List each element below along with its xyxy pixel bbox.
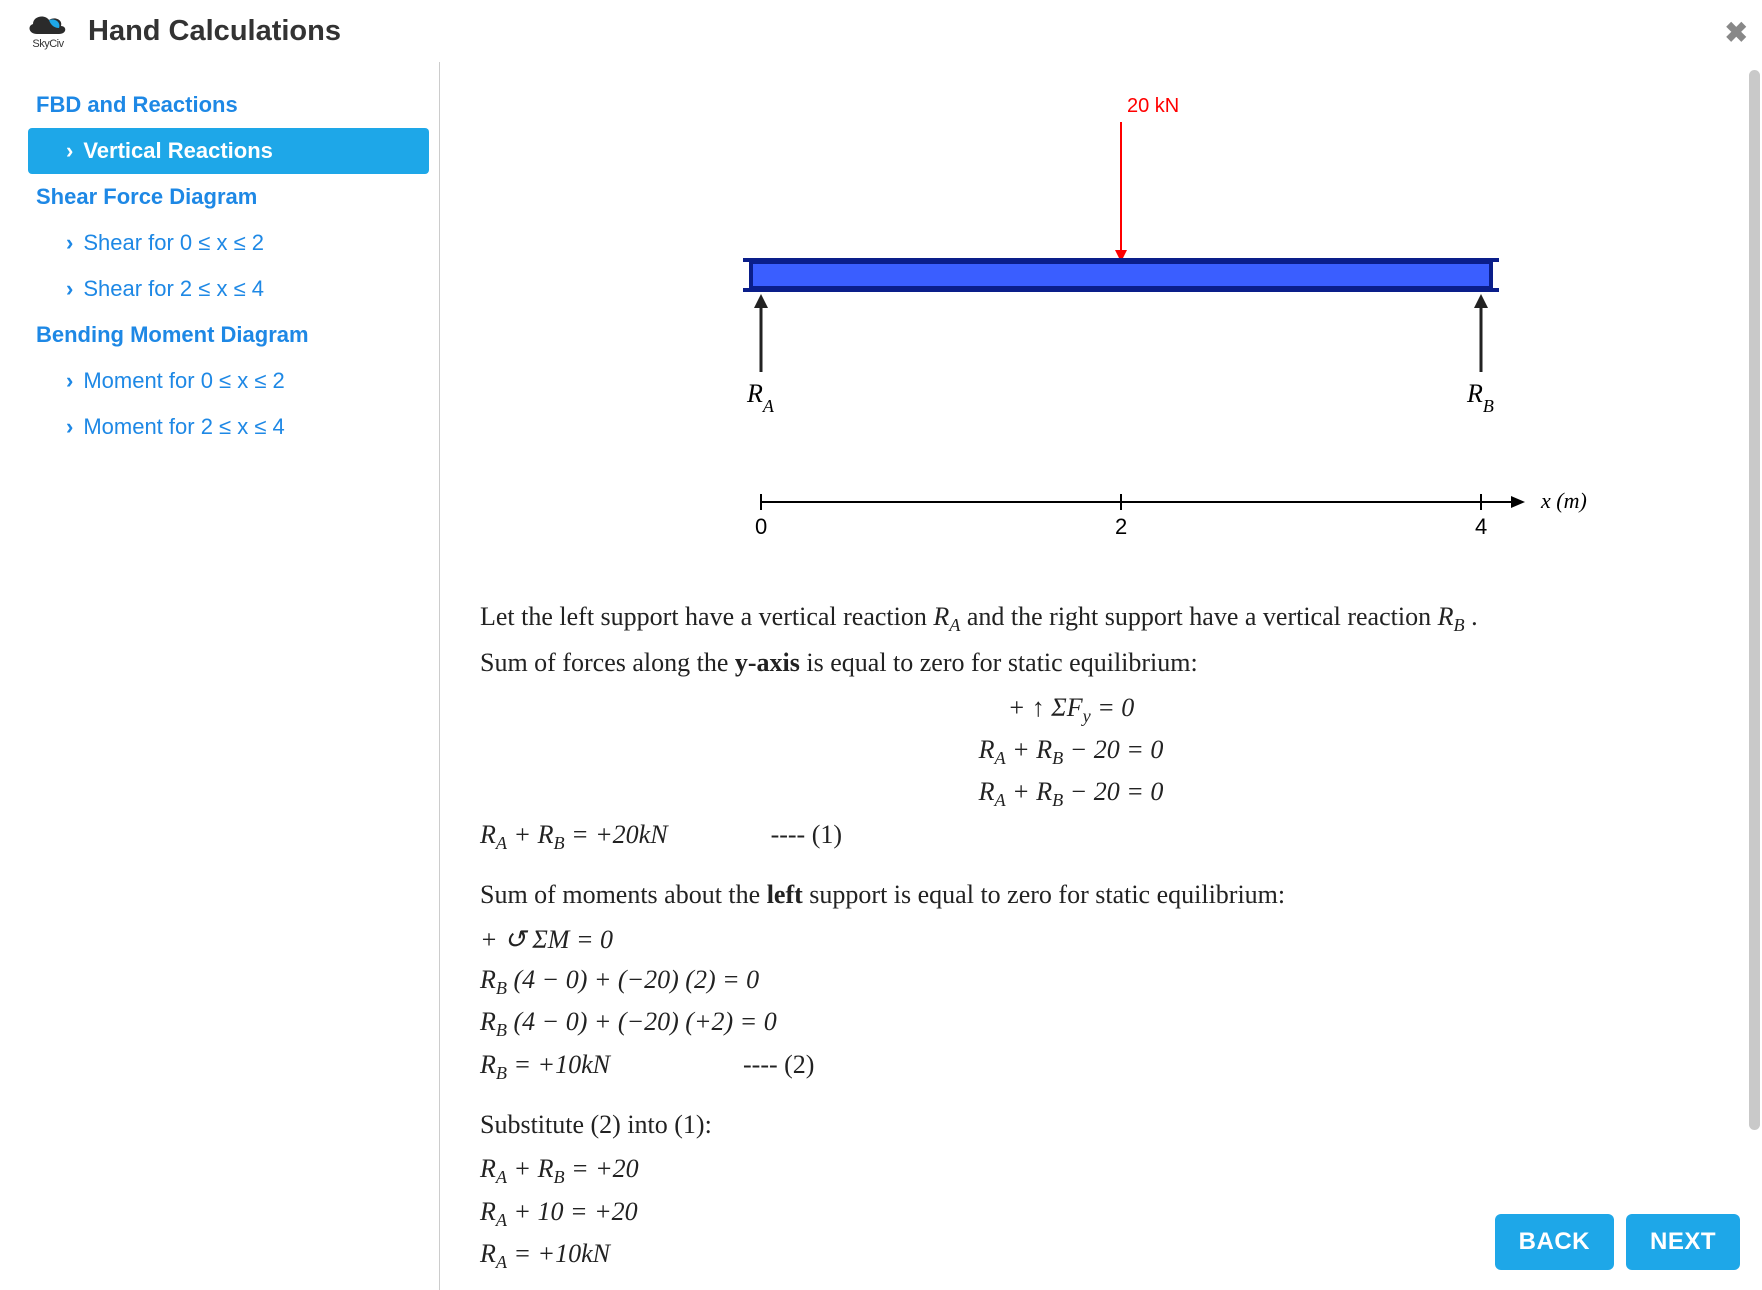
scrollbar[interactable] [1749, 70, 1760, 1130]
equation: RB (4 − 0) + (−20) (2) = 0 [480, 960, 1662, 1002]
chevron-right-icon: › [66, 230, 73, 256]
main-content: 20 kN RA RB 0 2 4 x (m) Let the left support h… [440, 62, 1762, 1290]
logo: SkyCiv [22, 12, 74, 50]
close-icon[interactable]: ✖ [1725, 16, 1748, 49]
nav-item-label: Moment for 2 ≤ x ≤ 4 [83, 414, 284, 440]
free-body-diagram: 20 kN RA RB 0 2 4 x (m) [581, 82, 1621, 567]
nav-item-label: Moment for 0 ≤ x ≤ 2 [83, 368, 284, 394]
equation: RA + RB − 20 = 0 [480, 772, 1662, 814]
svg-text:0: 0 [755, 514, 767, 539]
svg-text:20 kN: 20 kN [1127, 95, 1179, 117]
footer-buttons: BACK NEXT [1495, 1214, 1740, 1270]
svg-text:x (m): x (m) [1540, 488, 1587, 513]
intro-text: Sum of forces along the [480, 648, 735, 677]
equation: RA + RB − 20 = 0 [480, 730, 1662, 772]
cloud-icon [25, 12, 71, 40]
nav-item-label: Shear for 2 ≤ x ≤ 4 [83, 276, 264, 302]
equation: RB (4 − 0) + (−20) (+2) = 0 [480, 1002, 1662, 1044]
nav-item-moment-2-4[interactable]: › Moment for 2 ≤ x ≤ 4 [28, 404, 429, 450]
nav-section-shear[interactable]: Shear Force Diagram [28, 174, 429, 220]
moments-text: Sum of moments about the [480, 880, 767, 909]
equation-ref: ---- (2) [743, 1050, 814, 1079]
svg-text:RB: RB [1466, 379, 1494, 416]
logo-text: SkyCiv [32, 38, 63, 50]
page-title: Hand Calculations [88, 15, 341, 48]
nav-item-label: Vertical Reactions [83, 138, 273, 164]
nav-item-moment-0-2[interactable]: › Moment for 0 ≤ x ≤ 2 [28, 358, 429, 404]
chevron-right-icon: › [66, 138, 73, 164]
equation: RA + RB = +20 [480, 1149, 1662, 1191]
equation: RA + RB = +20kN [480, 820, 668, 849]
intro-text: . [1471, 602, 1478, 631]
bold-text: left [767, 880, 803, 909]
derivation-text: Let the left support have a vertical rea… [480, 597, 1722, 1276]
back-button[interactable]: BACK [1495, 1214, 1614, 1270]
substitute-text: Substitute (2) into (1): [480, 1105, 1662, 1145]
nav-section-bending[interactable]: Bending Moment Diagram [28, 312, 429, 358]
moments-text: support is equal to zero for static equi… [803, 880, 1285, 909]
svg-text:RA: RA [746, 379, 775, 416]
header: SkyCiv Hand Calculations ✖ [0, 0, 1762, 62]
nav-item-vertical-reactions[interactable]: › Vertical Reactions [28, 128, 429, 174]
sidebar: FBD and Reactions › Vertical Reactions S… [0, 62, 440, 1290]
equation-ref: ---- (1) [771, 820, 842, 849]
nav-item-shear-2-4[interactable]: › Shear for 2 ≤ x ≤ 4 [28, 266, 429, 312]
nav-item-label: Shear for 0 ≤ x ≤ 2 [83, 230, 264, 256]
intro-text: is equal to zero for static equilibrium: [800, 648, 1198, 677]
svg-text:4: 4 [1475, 514, 1487, 539]
equation: RB = +10kN [480, 1050, 610, 1079]
next-button[interactable]: NEXT [1626, 1214, 1740, 1270]
intro-text: and the right support have a vertical re… [967, 602, 1438, 631]
svg-text:2: 2 [1115, 514, 1127, 539]
chevron-right-icon: › [66, 368, 73, 394]
intro-text: Let the left support have a vertical rea… [480, 602, 933, 631]
bold-text: y-axis [735, 648, 800, 677]
equation: + ↺ ΣM = 0 [480, 920, 1662, 960]
chevron-right-icon: › [66, 276, 73, 302]
nav-item-shear-0-2[interactable]: › Shear for 0 ≤ x ≤ 2 [28, 220, 429, 266]
chevron-right-icon: › [66, 414, 73, 440]
equation: RA = +10kN [480, 1234, 1662, 1276]
equation: + ↑ ΣFy = 0 [480, 688, 1662, 730]
nav-section-fbd[interactable]: FBD and Reactions [28, 82, 429, 128]
equation: RA + 10 = +20 [480, 1192, 1662, 1234]
